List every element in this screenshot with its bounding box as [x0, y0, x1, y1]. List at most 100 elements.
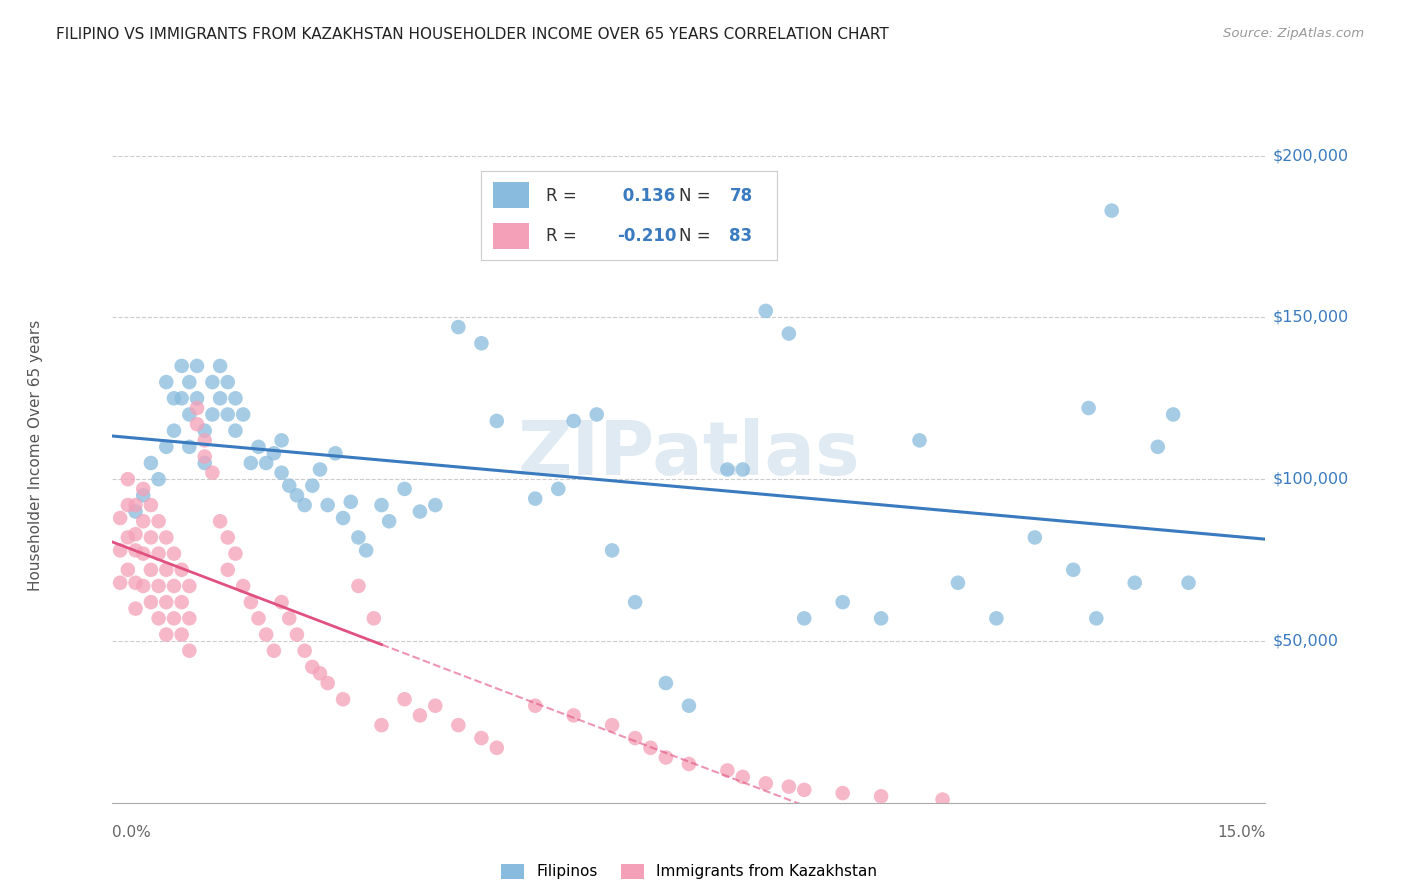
- Point: [179, 375, 201, 389]
- Point: [678, 698, 700, 713]
- Point: [778, 780, 800, 794]
- Point: [224, 424, 246, 438]
- Point: [209, 359, 232, 373]
- Point: [155, 595, 177, 609]
- Point: [186, 359, 208, 373]
- Point: [186, 401, 208, 415]
- Point: [163, 611, 186, 625]
- Point: [155, 563, 177, 577]
- Point: [124, 498, 146, 512]
- Point: [170, 392, 193, 406]
- Point: [332, 511, 354, 525]
- FancyBboxPatch shape: [494, 182, 529, 209]
- Text: -0.210: -0.210: [617, 227, 676, 245]
- Point: [132, 579, 155, 593]
- Point: [716, 462, 738, 476]
- Point: [347, 531, 370, 545]
- Point: [179, 440, 201, 454]
- Point: [139, 498, 162, 512]
- Point: [155, 531, 177, 545]
- Point: [224, 392, 246, 406]
- Text: $100,000: $100,000: [1272, 472, 1348, 487]
- Point: [363, 611, 385, 625]
- Point: [170, 359, 193, 373]
- Text: R =: R =: [547, 187, 576, 205]
- Point: [179, 579, 201, 593]
- Point: [409, 504, 432, 518]
- Point: [600, 543, 623, 558]
- Point: [139, 531, 162, 545]
- Point: [194, 456, 217, 470]
- Point: [309, 462, 332, 476]
- Text: 0.0%: 0.0%: [112, 825, 152, 840]
- Point: [247, 611, 270, 625]
- Point: [117, 498, 139, 512]
- Point: [325, 446, 347, 460]
- Text: ZIPatlas: ZIPatlas: [517, 418, 860, 491]
- Point: [108, 511, 131, 525]
- Point: [908, 434, 931, 448]
- Point: [294, 643, 316, 657]
- Text: $50,000: $50,000: [1272, 633, 1339, 648]
- Point: [148, 472, 170, 486]
- Point: [755, 776, 778, 790]
- Text: Source: ZipAtlas.com: Source: ZipAtlas.com: [1223, 27, 1364, 40]
- Point: [163, 547, 186, 561]
- Point: [263, 643, 285, 657]
- Point: [278, 611, 301, 625]
- Point: [170, 563, 193, 577]
- Point: [409, 708, 432, 723]
- Point: [778, 326, 800, 341]
- Point: [309, 666, 332, 681]
- Point: [132, 547, 155, 561]
- FancyBboxPatch shape: [494, 223, 529, 250]
- Point: [209, 514, 232, 528]
- Point: [194, 424, 217, 438]
- Point: [139, 563, 162, 577]
- Point: [524, 698, 547, 713]
- Point: [831, 786, 853, 800]
- Text: N =: N =: [679, 227, 711, 245]
- Point: [139, 456, 162, 470]
- Point: [931, 792, 953, 806]
- Point: [217, 375, 239, 389]
- Point: [332, 692, 354, 706]
- Point: [624, 731, 647, 745]
- Point: [239, 595, 262, 609]
- Point: [600, 718, 623, 732]
- Point: [1146, 440, 1168, 454]
- Point: [232, 579, 254, 593]
- Point: [624, 595, 647, 609]
- Point: [186, 417, 208, 432]
- Point: [1177, 575, 1199, 590]
- Text: 0.136: 0.136: [617, 187, 675, 205]
- Point: [347, 579, 370, 593]
- Point: [217, 408, 239, 422]
- Point: [425, 698, 447, 713]
- Point: [986, 611, 1008, 625]
- Point: [394, 482, 416, 496]
- Point: [370, 718, 392, 732]
- Point: [117, 472, 139, 486]
- Point: [163, 579, 186, 593]
- Point: [217, 563, 239, 577]
- Point: [831, 595, 853, 609]
- Legend: Filipinos, Immigrants from Kazakhstan: Filipinos, Immigrants from Kazakhstan: [495, 857, 883, 886]
- Point: [1161, 408, 1184, 422]
- Point: [793, 611, 815, 625]
- Point: [224, 547, 246, 561]
- Point: [547, 482, 569, 496]
- Point: [470, 731, 492, 745]
- Point: [339, 495, 361, 509]
- Point: [301, 478, 323, 492]
- Point: [524, 491, 547, 506]
- Point: [239, 456, 262, 470]
- Point: [170, 595, 193, 609]
- Text: Householder Income Over 65 years: Householder Income Over 65 years: [28, 319, 42, 591]
- Point: [394, 692, 416, 706]
- Point: [1085, 611, 1108, 625]
- Point: [179, 643, 201, 657]
- Point: [270, 595, 292, 609]
- Point: [108, 575, 131, 590]
- Text: $150,000: $150,000: [1272, 310, 1348, 325]
